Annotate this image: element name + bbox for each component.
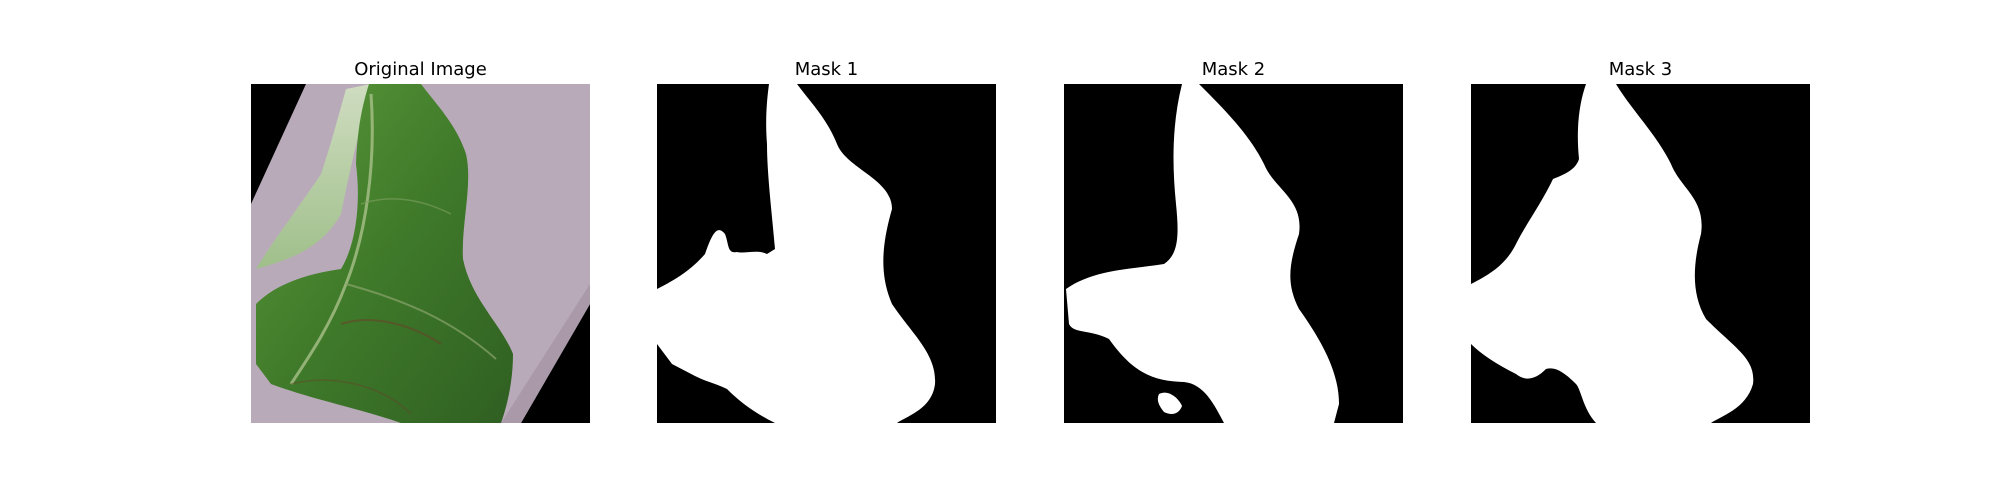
panel-title: Mask 1 bbox=[794, 59, 859, 80]
mask-2-image bbox=[1064, 84, 1403, 423]
mask-3-shape bbox=[1471, 84, 1810, 423]
mask-1-image bbox=[657, 84, 996, 423]
original-image bbox=[251, 84, 590, 423]
mask-3-image bbox=[1471, 84, 1810, 423]
panel-mask-3: Mask 3 bbox=[1471, 58, 1810, 423]
mask-1-shape bbox=[657, 84, 996, 423]
panel-mask-2: Mask 2 bbox=[1064, 58, 1403, 423]
panel-title: Mask 2 bbox=[1201, 59, 1266, 80]
panel-title: Mask 3 bbox=[1608, 59, 1673, 80]
leaf-photo bbox=[251, 84, 590, 423]
panel-mask-1: Mask 1 bbox=[657, 58, 996, 423]
mask-2-shape bbox=[1064, 84, 1403, 423]
panel-title: Original Image bbox=[354, 59, 487, 80]
panel-original-image: Original Image bbox=[251, 58, 590, 423]
